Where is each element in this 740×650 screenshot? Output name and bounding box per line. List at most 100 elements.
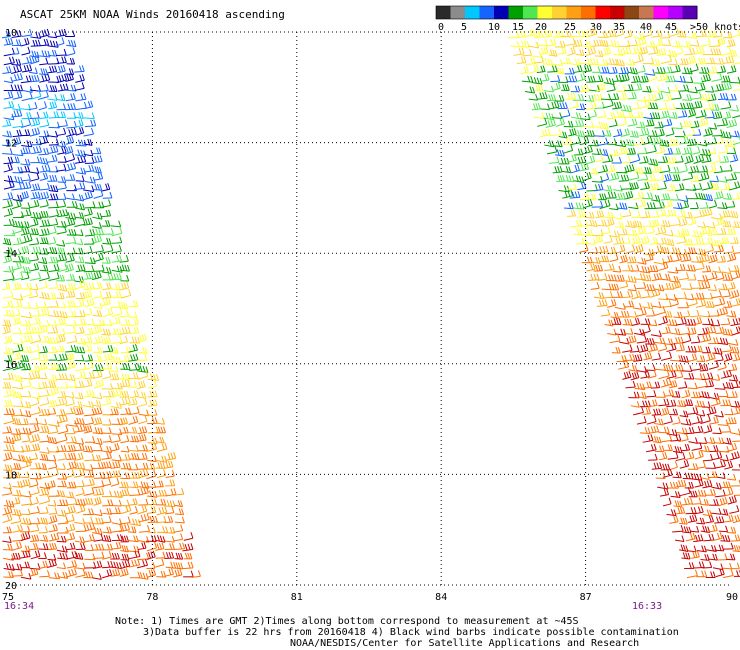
- wind-barb: [111, 335, 123, 345]
- wind-barb: [48, 320, 58, 327]
- wind-barb: [74, 443, 85, 452]
- wind-barb: [38, 372, 48, 380]
- wind-barb: [39, 111, 49, 120]
- wind-barb: [39, 136, 49, 145]
- wind-barb: [699, 364, 709, 372]
- wind-barb: [57, 480, 67, 488]
- wind-barb: [155, 535, 166, 543]
- wind-barb: [101, 427, 112, 434]
- wind-barb: [110, 300, 121, 309]
- wind-barb: [693, 561, 705, 569]
- wind-barb: [706, 271, 718, 281]
- wind-barb: [625, 275, 637, 284]
- wind-barb: [609, 149, 619, 157]
- wind-barb: [660, 463, 671, 471]
- wind-barb: [712, 532, 723, 542]
- wind-barb: [12, 344, 24, 353]
- wind-barb: [665, 238, 675, 247]
- wind-barb: [21, 140, 33, 148]
- legend-label: 25: [564, 22, 576, 32]
- wind-barb: [642, 302, 654, 310]
- wind-barb: [645, 93, 658, 102]
- wind-barb: [713, 165, 723, 174]
- wind-barb: [92, 212, 103, 220]
- wind-barb: [656, 209, 667, 217]
- wind-barb: [48, 362, 60, 371]
- wind-barb: [675, 452, 686, 462]
- wind-barb: [29, 309, 41, 317]
- wind-barb: [728, 49, 738, 57]
- wind-barb: [3, 399, 13, 407]
- wind-barb: [11, 508, 22, 517]
- wind-barb: [661, 300, 672, 308]
- wind-barb: [720, 101, 732, 110]
- wind-barb: [708, 284, 717, 292]
- wind-barb: [618, 174, 630, 182]
- wind-barb: [29, 326, 40, 334]
- wind-barb: [119, 390, 130, 398]
- wind-barb: [531, 102, 541, 111]
- wind-barb: [576, 103, 586, 111]
- wind-barb: [587, 193, 597, 201]
- wind-barb: [617, 117, 627, 127]
- wind-barb: [74, 247, 84, 255]
- wind-barb: [660, 488, 670, 497]
- wind-barb: [111, 499, 122, 507]
- wind-barb: [654, 92, 664, 101]
- wind-barb: [20, 508, 31, 516]
- wind-barb: [56, 445, 67, 452]
- wind-barb: [575, 72, 586, 83]
- wind-barb: [542, 29, 553, 38]
- wind-barb: [30, 534, 40, 542]
- wind-barb: [138, 486, 149, 496]
- wind-barb: [664, 444, 673, 452]
- wind-barb: [93, 290, 103, 299]
- wind-barb: [101, 199, 112, 208]
- wind-barb: [57, 526, 69, 534]
- wind-barb: [56, 317, 67, 326]
- wind-barb: [66, 127, 77, 137]
- wind-barb: [606, 138, 617, 146]
- wind-barb: [102, 534, 112, 543]
- wind-barb: [720, 454, 729, 462]
- wind-barb: [733, 406, 740, 415]
- wind-barb: [644, 202, 656, 210]
- wind-barb: [672, 524, 684, 533]
- wind-barb: [12, 255, 25, 263]
- wind-barb: [102, 237, 112, 245]
- wind-barb: [29, 397, 40, 407]
- wind-barb: [696, 545, 707, 553]
- wind-barb: [2, 290, 14, 299]
- wind-barb: [20, 572, 32, 580]
- wind-barb: [29, 542, 39, 551]
- wind-barb: [38, 90, 49, 101]
- wind-barb: [732, 83, 740, 92]
- wind-barb: [672, 416, 681, 425]
- wind-barb: [137, 426, 148, 435]
- wind-barb: [603, 235, 613, 244]
- wind-barb: [38, 389, 50, 398]
- wind-barb: [594, 234, 604, 244]
- wind-barb: [651, 86, 661, 93]
- wind-barb: [10, 47, 20, 55]
- wind-barb: [29, 253, 39, 262]
- wind-barb: [47, 292, 57, 300]
- wind-barb: [705, 85, 715, 93]
- wind-barb: [28, 102, 38, 111]
- wind-barb: [656, 128, 665, 137]
- wind-barb: [57, 310, 68, 319]
- wind-barb: [46, 559, 57, 568]
- wind-barb: [20, 517, 32, 526]
- wind-barb: [38, 301, 47, 309]
- wind-barb: [120, 274, 130, 282]
- wind-barb: [552, 165, 563, 174]
- wind-barb: [101, 515, 112, 524]
- wind-barb: [591, 256, 601, 264]
- grid-lines: [8, 31, 730, 586]
- wind-barb: [128, 463, 139, 471]
- wind-barb: [93, 488, 105, 496]
- wind-barb: [672, 174, 681, 182]
- wind-barb: [39, 73, 51, 83]
- wind-barb: [551, 59, 563, 66]
- wind-barb: [705, 137, 717, 145]
